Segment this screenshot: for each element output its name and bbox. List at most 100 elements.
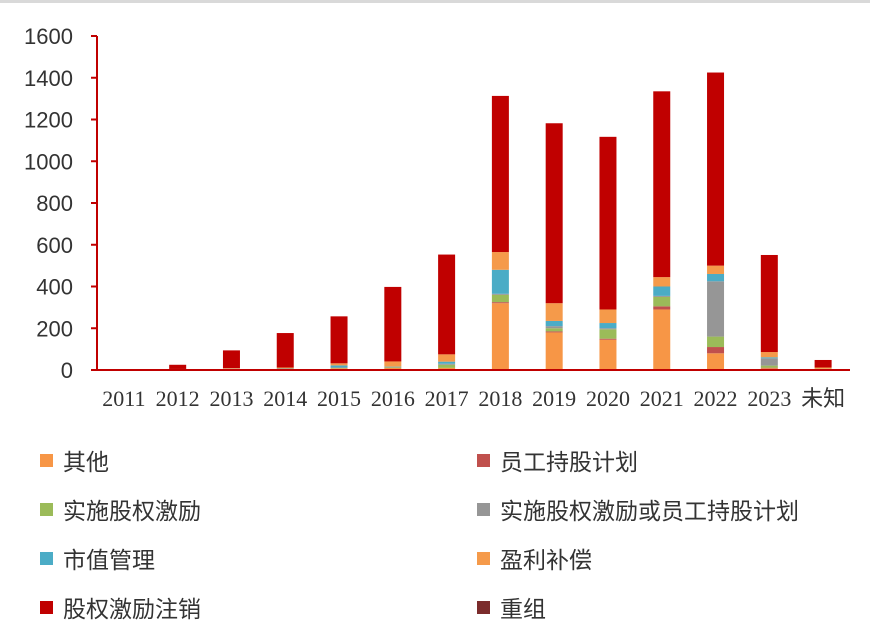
- bar-2020-series-6: [599, 136, 617, 310]
- bar-2020-series-2: [599, 329, 617, 339]
- x-tick-label-2021: 2021: [640, 386, 684, 411]
- bar-2018-series-5: [491, 252, 509, 270]
- bar-2022-series-4: [707, 273, 725, 282]
- y-tick-label-1200: 1200: [24, 108, 73, 133]
- bar-2019-series-3: [545, 326, 563, 329]
- x-tick-label-2014: 2014: [263, 386, 307, 411]
- legend-item-2: 实施股权激励: [40, 494, 201, 525]
- bar-2018-series-2: [491, 294, 509, 303]
- legend-swatch: [477, 600, 490, 614]
- bar-2015-series-5: [330, 363, 348, 366]
- legend-label: 员工持股计划: [500, 450, 638, 476]
- bar-2023-series-5: [760, 352, 778, 358]
- top-divider: [0, 0, 870, 3]
- bar-2022-series-5: [707, 265, 725, 274]
- x-tick-label-2022: 2022: [694, 386, 738, 411]
- bar-2021-series-5: [653, 277, 671, 287]
- bar-2023-series-6: [760, 254, 778, 353]
- bar-2020-series-0: [599, 339, 617, 370]
- x-tick-label-2023: 2023: [747, 386, 791, 411]
- legend-label: 市值管理: [63, 548, 155, 574]
- y-tick-label-1400: 1400: [24, 66, 73, 91]
- legend-label: 实施股权激励: [63, 499, 201, 525]
- bar-2018-series-6: [491, 95, 509, 253]
- bar-2021-series-0: [653, 309, 671, 370]
- x-tick-label-2018: 2018: [478, 386, 522, 411]
- bar-2019-series-0: [545, 332, 563, 370]
- y-tick-label-200: 200: [36, 316, 73, 341]
- bar-2020-series-3: [599, 328, 617, 330]
- x-tick-label-2015: 2015: [317, 386, 361, 411]
- x-tick-label-2012: 2012: [156, 386, 200, 411]
- legend-label: 盈利补偿: [500, 548, 592, 574]
- bar-2023-series-2: [760, 365, 778, 368]
- x-tick-label-2020: 2020: [586, 386, 630, 411]
- legend-item-5: 盈利补偿: [477, 543, 592, 574]
- legend-swatch: [40, 600, 53, 614]
- bar-2016-series-0: [384, 367, 402, 370]
- legend-label: 重组: [500, 597, 546, 623]
- x-tick-label-未知: 未知: [801, 386, 845, 411]
- bar-2013-series-6: [222, 350, 240, 369]
- bar-2017-series-4: [438, 361, 456, 364]
- bar-2012-series-6: [169, 364, 187, 369]
- legend-label: 实施股权激励或员工持股计划: [500, 499, 799, 525]
- legend-swatch: [477, 551, 490, 565]
- bar-2021-series-3: [653, 295, 671, 297]
- bar-2023-series-4: [760, 357, 778, 359]
- bar-2021-series-1: [653, 306, 671, 310]
- x-ticks: 2011 2012 2013 2014 2015 2016 2017 2018 2019 2020…: [102, 386, 845, 411]
- legend-swatch: [40, 551, 53, 565]
- bar-2023-series-1: [760, 367, 778, 369]
- bar-2022-series-6: [707, 72, 725, 266]
- y-tick-label-1600: 1600: [24, 24, 73, 49]
- bar-2021-series-6: [653, 91, 671, 278]
- bar-2020-series-5: [599, 309, 617, 324]
- bar-2022-series-0: [707, 353, 725, 370]
- y-tick-label-600: 600: [36, 233, 73, 258]
- legend-item-1: 员工持股计划: [477, 445, 638, 476]
- bar-2018-series-0: [491, 303, 509, 370]
- legend-item-7: 重组: [477, 592, 546, 623]
- legend: 其他 员工持股计划实施股权激励 实施股权激励或员工持股计划市值管理 盈利补偿股权激励注…: [0, 440, 870, 636]
- y-tick-label-0: 0: [61, 358, 73, 383]
- bar-2022-series-1: [707, 347, 725, 354]
- bar-2021-series-4: [653, 286, 671, 296]
- bar-2013-series-5: [222, 368, 240, 369]
- bar-2022-series-2: [707, 336, 725, 348]
- bar-2017-series-5: [438, 354, 456, 362]
- bars-layer: [169, 72, 832, 370]
- bar-2018-series-4: [491, 269, 509, 294]
- bar-未知-series-5: [814, 367, 832, 369]
- x-tick-label-2011: 2011: [102, 386, 145, 411]
- x-tick-label-2013: 2013: [209, 386, 253, 411]
- bar-2014-series-6: [276, 333, 294, 368]
- bar-2014-series-5: [276, 367, 294, 369]
- bar-2017-series-6: [438, 254, 456, 355]
- legend-item-6: 股权激励注销: [40, 592, 201, 623]
- bar-2021-series-2: [653, 296, 671, 307]
- bar-2019-series-6: [545, 123, 563, 304]
- y-tick-label-400: 400: [36, 275, 73, 300]
- legend-swatch: [40, 453, 53, 467]
- legend-item-4: 市值管理: [40, 543, 155, 574]
- legend-swatch: [40, 502, 53, 516]
- bar-2019-series-5: [545, 303, 563, 321]
- x-tick-label-2019: 2019: [532, 386, 576, 411]
- legend-label: 股权激励注销: [63, 597, 201, 623]
- bar-2016-series-5: [384, 361, 402, 367]
- bar-2023-series-3: [760, 358, 778, 366]
- legend-swatch: [477, 502, 490, 516]
- legend-label: 其他: [63, 450, 109, 476]
- bar-2019-series-1: [545, 331, 563, 333]
- legend-swatch: [477, 453, 490, 467]
- bar-2018-series-3: [491, 293, 509, 295]
- bar-2015-series-6: [330, 316, 348, 364]
- bar-2017-series-2: [438, 364, 456, 368]
- bar-2020-series-4: [599, 323, 617, 329]
- y-tick-label-1000: 1000: [24, 149, 73, 174]
- bar-2022-series-3: [707, 281, 725, 337]
- bar-2017-series-0: [438, 367, 456, 370]
- bar-2017-series-3: [438, 363, 456, 365]
